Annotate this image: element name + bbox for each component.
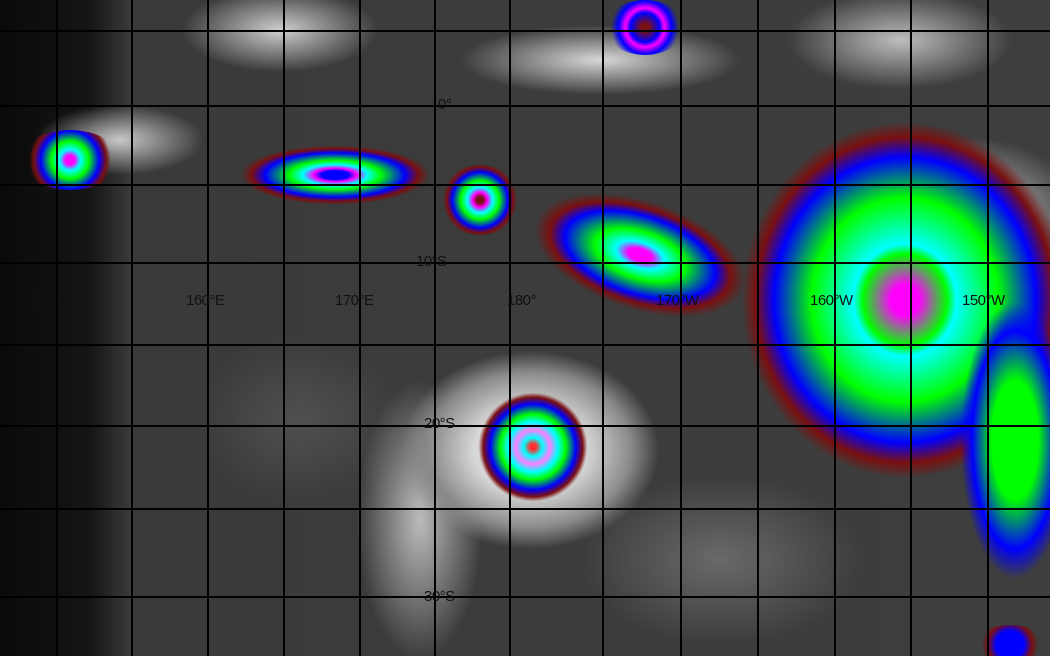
parallel-line: [0, 105, 1050, 107]
meridian-line: [56, 0, 58, 656]
lat-label: 30°S: [424, 588, 455, 605]
convection-band-west: [20, 130, 120, 190]
meridian-line: [680, 0, 682, 656]
parallel-line: [0, 262, 1050, 264]
meridian-line: [207, 0, 209, 656]
lon-label: 160°W: [810, 292, 853, 309]
meridian-line: [834, 0, 836, 656]
lat-label: 20°S: [424, 415, 455, 432]
convection-cell-dateline: [440, 165, 520, 235]
lon-label: 170°E: [335, 292, 374, 309]
parallel-line: [0, 184, 1050, 186]
lon-label: 170°W: [656, 292, 699, 309]
parallel-line: [0, 508, 1050, 510]
meridian-line: [910, 0, 912, 656]
meridian-line: [359, 0, 361, 656]
convection-band-east: [518, 168, 762, 342]
parallel-line: [0, 30, 1050, 32]
convection-band-central: [240, 145, 430, 205]
meridian-line: [987, 0, 989, 656]
convection-north: [605, 0, 685, 55]
parallel-line: [0, 596, 1050, 598]
lon-label: 150°W: [962, 292, 1005, 309]
lat-label: 0°: [438, 96, 452, 113]
meridian-line: [757, 0, 759, 656]
parallel-line: [0, 344, 1050, 346]
lon-label: 160°E: [186, 292, 225, 309]
meridian-line: [602, 0, 604, 656]
parallel-line: [0, 425, 1050, 427]
meridian-line: [131, 0, 133, 656]
cyclone-eye: [478, 392, 588, 502]
meridian-line: [509, 0, 511, 656]
lon-label: 180°: [507, 292, 537, 309]
meridian-line: [283, 0, 285, 656]
meridian-line: [434, 0, 436, 656]
lat-label: 10°S: [416, 253, 447, 270]
convection-south: [975, 625, 1045, 656]
lon-label: 150°E: [33, 292, 72, 309]
convection-spcz-tail: [960, 300, 1050, 580]
